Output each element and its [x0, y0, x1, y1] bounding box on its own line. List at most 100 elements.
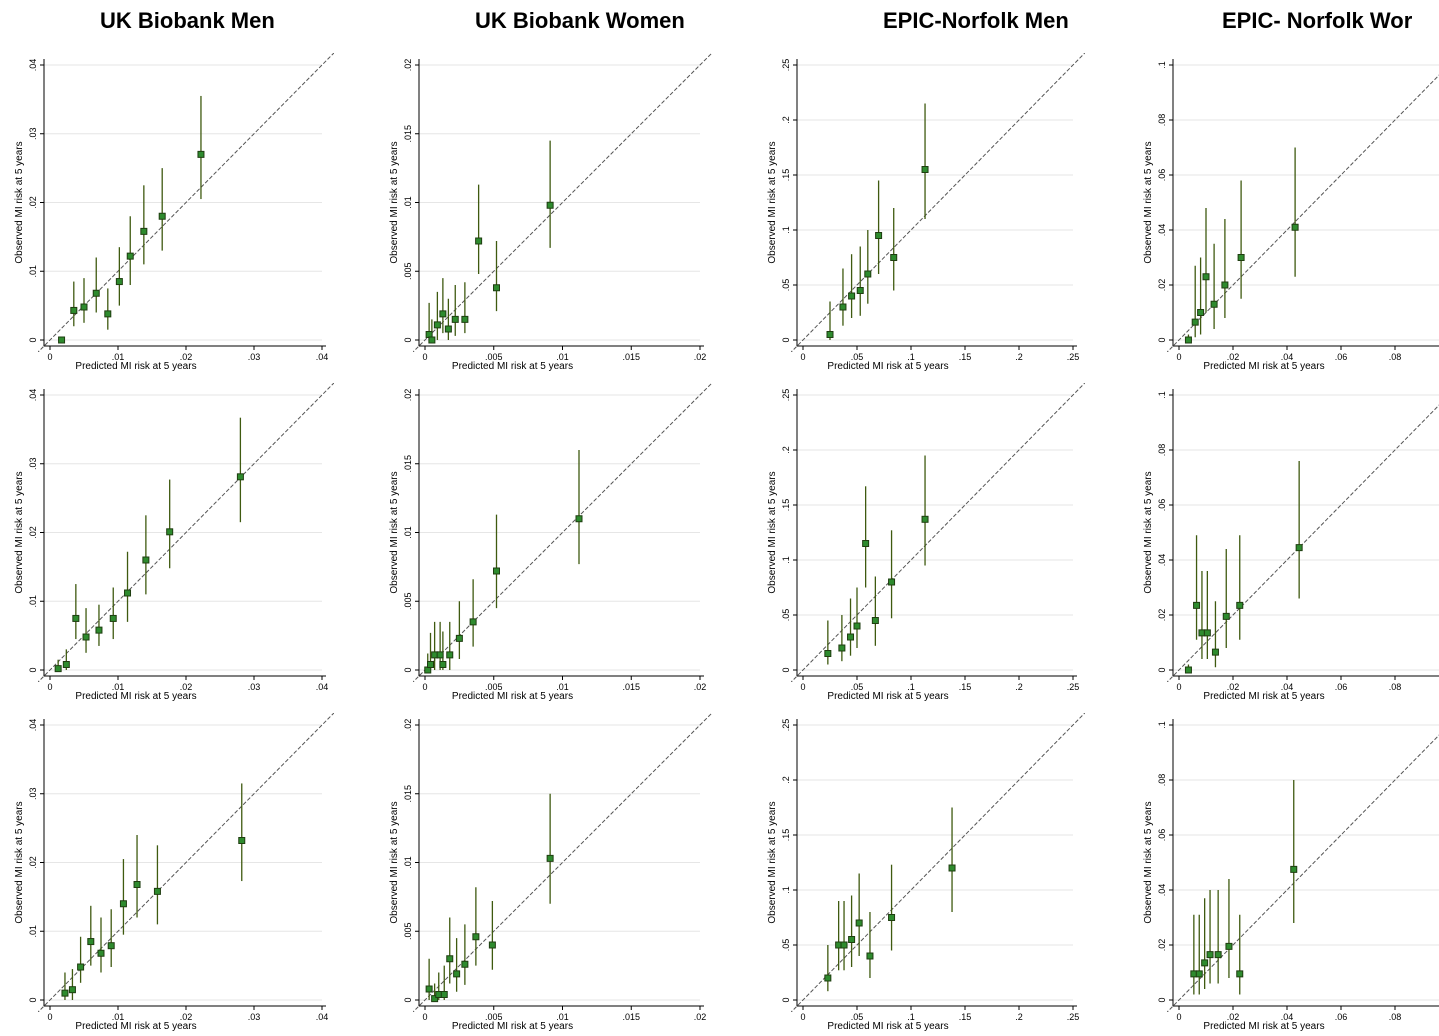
- x-tick-label: .05: [851, 1012, 864, 1022]
- data-point: [62, 661, 70, 668]
- x-tick-label: .02: [180, 1012, 193, 1022]
- x-axis-title: Predicted MI risk at 5 years: [827, 691, 948, 702]
- x-axis-title: Predicted MI risk at 5 years: [827, 1021, 948, 1032]
- y-tick-label: .02: [28, 196, 38, 209]
- x-tick-label: .03: [248, 352, 261, 362]
- x-tick-label: .08: [1389, 1012, 1402, 1022]
- data-point: [575, 515, 583, 523]
- data-point: [866, 952, 874, 960]
- y-tick-label: 0: [28, 337, 38, 342]
- data-point: [840, 941, 848, 949]
- x-tick-label: 0: [422, 352, 427, 362]
- calibration-panel: 0 .005 .01 .015 .02 0 .005 .01 .015 .02 Predicted …: [389, 383, 712, 702]
- data-point: [469, 618, 477, 626]
- y-axis-title: Observed MI risk at 5 years: [389, 801, 400, 923]
- x-tick-label: 0: [47, 352, 52, 362]
- data-point: [236, 473, 244, 481]
- y-axis-title: Observed MI risk at 5 years: [14, 141, 25, 263]
- x-axis-title: Predicted MI risk at 5 years: [1203, 1021, 1324, 1032]
- x-tick-label: .05: [851, 682, 864, 692]
- x-tick-label: .05: [851, 352, 864, 362]
- y-tick-label: .08: [1157, 774, 1167, 787]
- y-tick-label: .02: [1157, 279, 1167, 292]
- data-point: [856, 287, 864, 294]
- y-tick-label: .25: [781, 59, 791, 72]
- x-tick-label: .04: [1281, 1012, 1294, 1022]
- data-point: [1201, 959, 1209, 967]
- x-axis-title: Predicted MI risk at 5 years: [75, 361, 196, 372]
- data-point: [1221, 281, 1229, 289]
- x-tick-label: .04: [316, 352, 329, 362]
- data-point: [431, 995, 439, 1003]
- y-tick-label: .01: [403, 196, 413, 209]
- y-tick-label: .06: [1157, 499, 1167, 512]
- data-point: [1236, 601, 1244, 609]
- x-tick-label: 0: [800, 682, 805, 692]
- x-tick-label: 0: [1176, 1012, 1181, 1022]
- column-title-epic-norfolk-men: EPIC-Norfolk Men: [883, 8, 1069, 33]
- data-point: [126, 252, 134, 260]
- x-tick-label: .1: [907, 682, 915, 692]
- data-point: [948, 864, 956, 872]
- data-point: [119, 900, 127, 908]
- y-tick-label: .1: [1157, 61, 1167, 69]
- y-axis-title: Observed MI risk at 5 years: [1143, 141, 1154, 263]
- y-tick-label: 0: [403, 667, 413, 672]
- y-tick-label: .03: [28, 457, 38, 470]
- data-point: [1184, 336, 1192, 344]
- x-tick-label: .02: [1227, 682, 1240, 692]
- x-tick-label: .1: [907, 1012, 915, 1022]
- data-point: [1197, 309, 1205, 316]
- data-point: [1290, 865, 1298, 873]
- y-tick-label: .1: [781, 886, 791, 894]
- data-point: [58, 336, 66, 344]
- reference-line: [38, 53, 334, 352]
- data-point: [158, 212, 166, 220]
- x-tick-label: .15: [959, 1012, 972, 1022]
- data-point: [848, 292, 856, 300]
- y-tick-label: .03: [28, 787, 38, 800]
- y-axis-title: Observed MI risk at 5 years: [767, 141, 778, 263]
- y-tick-label: .015: [403, 125, 413, 143]
- data-point: [80, 303, 88, 311]
- data-point: [921, 166, 929, 173]
- x-tick-label: .06: [1335, 1012, 1348, 1022]
- x-tick-label: .005: [485, 352, 503, 362]
- x-tick-label: .02: [180, 352, 193, 362]
- data-point: [1214, 951, 1222, 959]
- x-axis-title: Predicted MI risk at 5 years: [75, 691, 196, 702]
- data-point: [124, 589, 132, 597]
- y-tick-label: .1: [1157, 391, 1167, 399]
- x-axis-title: Predicted MI risk at 5 years: [452, 1021, 573, 1032]
- x-tick-label: .01: [112, 682, 125, 692]
- data-point: [72, 614, 80, 622]
- y-tick-label: .15: [781, 829, 791, 842]
- data-point: [1203, 629, 1211, 637]
- data-point: [890, 254, 898, 261]
- data-point: [839, 303, 847, 311]
- data-point: [439, 310, 447, 318]
- y-tick-label: 0: [781, 337, 791, 342]
- data-point: [95, 626, 103, 634]
- y-axis-title: Observed MI risk at 5 years: [767, 471, 778, 593]
- data-point: [855, 919, 863, 927]
- data-point: [140, 227, 148, 235]
- reference-line: [413, 383, 712, 682]
- reference-line: [791, 53, 1085, 352]
- y-tick-label: .05: [781, 279, 791, 292]
- y-tick-label: .15: [781, 499, 791, 512]
- x-tick-label: 0: [422, 1012, 427, 1022]
- data-point: [1291, 223, 1299, 231]
- x-tick-label: .04: [1281, 352, 1294, 362]
- y-tick-label: 0: [1157, 337, 1167, 342]
- x-tick-label: .005: [485, 682, 503, 692]
- data-point: [847, 633, 855, 641]
- data-point: [1195, 970, 1203, 978]
- data-point: [488, 941, 496, 949]
- y-tick-label: .01: [403, 856, 413, 869]
- y-tick-label: .02: [28, 856, 38, 869]
- data-point: [197, 150, 205, 158]
- data-point: [824, 650, 832, 657]
- x-axis-title: Predicted MI risk at 5 years: [1203, 361, 1324, 372]
- x-tick-label: 0: [800, 352, 805, 362]
